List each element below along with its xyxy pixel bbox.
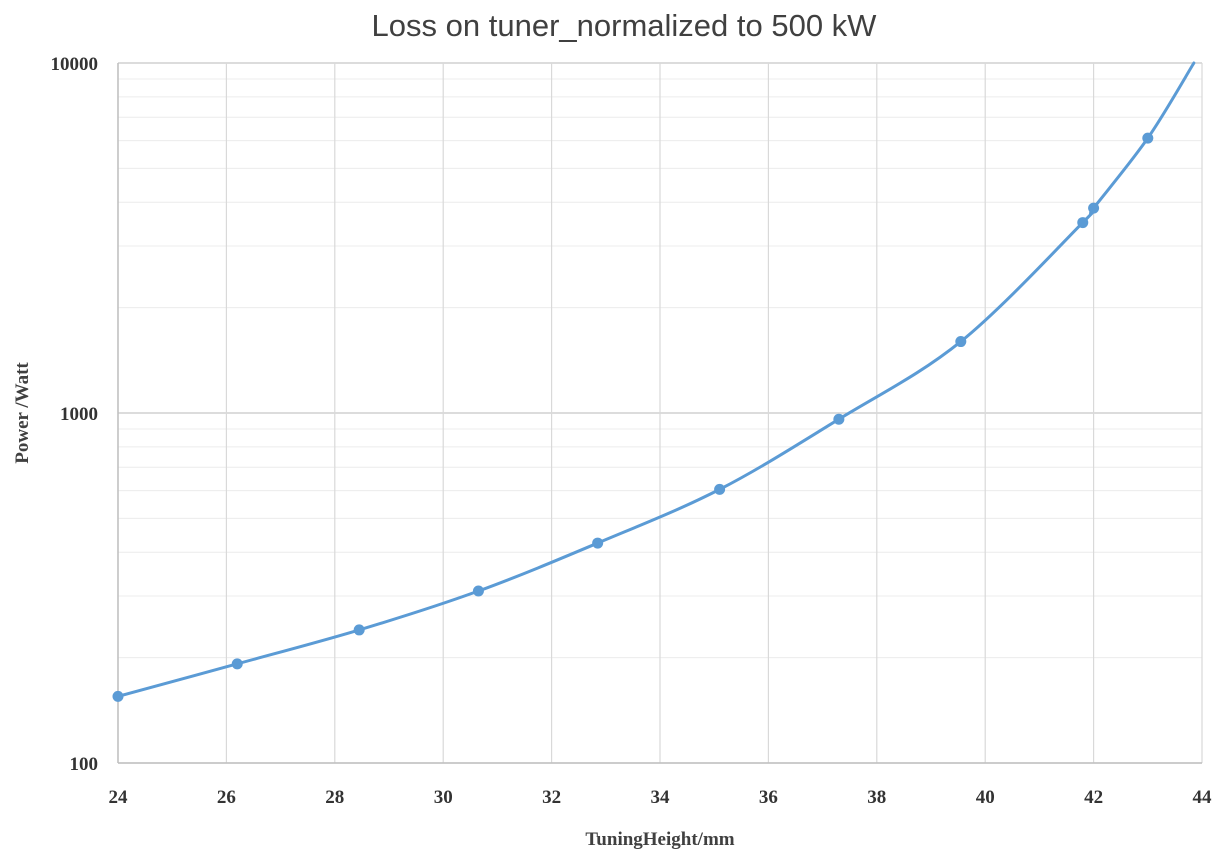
data-point (714, 483, 726, 495)
data-point (833, 413, 845, 425)
x-tick-label: 30 (434, 787, 453, 808)
series-line (116, 61, 1196, 698)
y-axis-label: Power /Watt (12, 362, 33, 464)
data-point (1077, 217, 1089, 229)
data-point (1088, 202, 1100, 214)
data-point (112, 690, 124, 702)
x-tick-label: 44 (1193, 787, 1213, 808)
x-axis-label: TuningHeight/mm (585, 829, 734, 850)
y-tick-label: 1000 (60, 404, 98, 425)
chart-title: Loss on tuner_normalized to 500 kW (372, 8, 878, 43)
axes (117, 63, 1202, 764)
data-point (1142, 132, 1154, 144)
series (112, 61, 1196, 702)
x-tick-label: 28 (325, 787, 344, 808)
data-point (592, 537, 604, 549)
x-tick-label: 38 (867, 787, 886, 808)
x-tick-label: 24 (109, 787, 129, 808)
y-tick-label: 10000 (51, 54, 99, 75)
x-tick-label: 36 (759, 787, 778, 808)
x-tick-label: 40 (976, 787, 995, 808)
x-tick-label: 42 (1084, 787, 1103, 808)
data-point (472, 585, 484, 597)
tick-labels: 100 1000 10000 24 26 28 30 32 34 36 38 40 42 44 (51, 54, 1213, 808)
x-tick-label: 34 (651, 787, 671, 808)
grid (117, 62, 1203, 764)
x-tick-label: 26 (217, 787, 236, 808)
data-point (231, 658, 243, 670)
data-point (353, 624, 365, 636)
x-tick-label: 32 (542, 787, 561, 808)
y-tick-label: 100 (70, 754, 99, 775)
data-point (955, 336, 967, 348)
